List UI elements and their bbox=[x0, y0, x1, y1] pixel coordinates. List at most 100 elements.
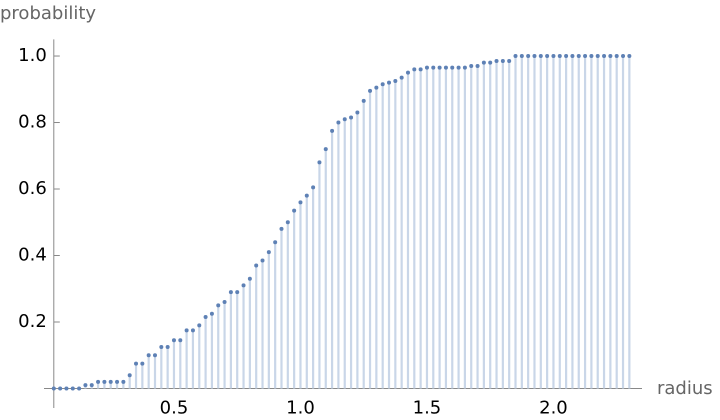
point bbox=[235, 290, 240, 295]
point bbox=[589, 54, 594, 59]
point bbox=[538, 54, 543, 59]
y-axis-label: probability bbox=[0, 3, 96, 24]
point bbox=[513, 54, 518, 59]
point bbox=[614, 54, 619, 59]
point bbox=[469, 63, 474, 68]
point bbox=[374, 85, 379, 90]
point bbox=[96, 379, 101, 384]
point bbox=[165, 344, 170, 349]
point bbox=[519, 54, 524, 59]
x-tick-label: 0.5 bbox=[160, 398, 189, 419]
point bbox=[557, 54, 562, 59]
point bbox=[564, 54, 569, 59]
point bbox=[494, 59, 499, 64]
point bbox=[526, 54, 531, 59]
point bbox=[102, 379, 107, 384]
point bbox=[621, 54, 626, 59]
point bbox=[608, 54, 613, 59]
point bbox=[576, 54, 581, 59]
point bbox=[70, 386, 75, 391]
point bbox=[405, 70, 410, 75]
y-tick-label: 0.6 bbox=[18, 178, 47, 199]
point bbox=[349, 115, 354, 120]
point bbox=[412, 67, 417, 72]
point bbox=[443, 65, 448, 70]
point bbox=[254, 263, 259, 268]
point bbox=[450, 65, 455, 70]
point bbox=[247, 276, 252, 281]
point bbox=[152, 353, 157, 358]
point bbox=[317, 160, 322, 165]
point bbox=[108, 379, 113, 384]
point bbox=[532, 54, 537, 59]
point bbox=[209, 311, 214, 316]
point bbox=[171, 338, 176, 343]
point bbox=[627, 54, 632, 59]
point bbox=[159, 344, 164, 349]
point bbox=[418, 67, 423, 72]
y-tick-label: 0.8 bbox=[18, 112, 47, 133]
point bbox=[121, 379, 126, 384]
point bbox=[481, 60, 486, 65]
point bbox=[292, 208, 297, 213]
point bbox=[488, 60, 493, 65]
point bbox=[222, 300, 227, 305]
y-tick-label: 1.0 bbox=[18, 45, 47, 66]
point bbox=[570, 54, 575, 59]
point bbox=[115, 379, 120, 384]
y-tick-label: 0.2 bbox=[18, 311, 47, 332]
point bbox=[89, 383, 94, 388]
x-tick-label: 1.0 bbox=[286, 398, 315, 419]
point bbox=[298, 200, 303, 205]
point bbox=[456, 65, 461, 70]
point bbox=[260, 258, 265, 263]
point bbox=[462, 65, 467, 70]
point bbox=[285, 220, 290, 225]
point bbox=[134, 361, 139, 366]
point bbox=[83, 383, 88, 388]
x-axis-label: radius bbox=[657, 378, 713, 399]
point bbox=[64, 386, 69, 391]
point bbox=[602, 54, 607, 59]
point bbox=[507, 59, 512, 64]
point bbox=[551, 54, 556, 59]
point bbox=[178, 338, 183, 343]
point bbox=[424, 65, 429, 70]
point bbox=[311, 185, 316, 190]
point bbox=[355, 110, 360, 115]
point bbox=[279, 226, 284, 231]
point bbox=[380, 82, 385, 87]
point bbox=[431, 65, 436, 70]
point bbox=[336, 120, 341, 125]
point bbox=[127, 373, 132, 378]
point bbox=[216, 303, 221, 308]
point bbox=[361, 98, 366, 103]
point bbox=[77, 386, 82, 391]
point bbox=[203, 315, 208, 320]
point bbox=[500, 59, 505, 64]
x-tick-label: 2.0 bbox=[539, 398, 568, 419]
y-tick-label: 0.4 bbox=[18, 245, 47, 266]
point bbox=[304, 193, 309, 198]
point bbox=[437, 65, 442, 70]
point bbox=[228, 290, 233, 295]
point bbox=[583, 54, 588, 59]
point bbox=[393, 78, 398, 83]
point bbox=[387, 80, 392, 85]
x-tick-label: 1.5 bbox=[413, 398, 442, 419]
point bbox=[241, 283, 246, 288]
point bbox=[266, 250, 271, 255]
point bbox=[342, 117, 347, 122]
point bbox=[197, 323, 202, 328]
point bbox=[545, 54, 550, 59]
point bbox=[323, 147, 328, 152]
point bbox=[368, 88, 373, 93]
point bbox=[190, 328, 195, 333]
point bbox=[184, 328, 189, 333]
point bbox=[58, 386, 63, 391]
point bbox=[330, 128, 335, 133]
point bbox=[595, 54, 600, 59]
point bbox=[140, 361, 145, 366]
point bbox=[51, 386, 56, 391]
